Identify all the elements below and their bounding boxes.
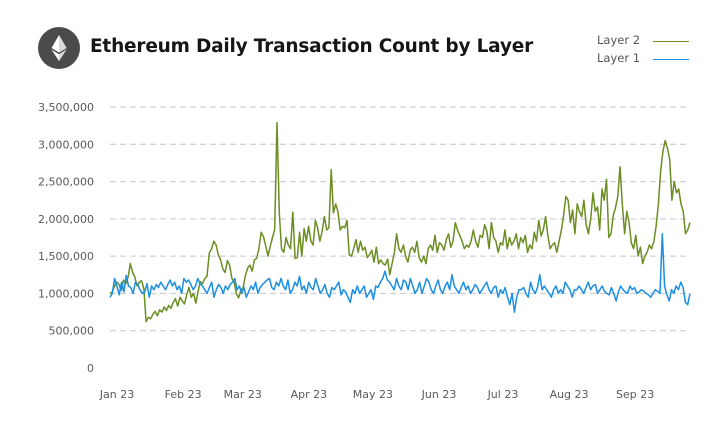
x-tick-label: Mar 23 bbox=[224, 388, 262, 401]
series-line-layer-2 bbox=[109, 121, 691, 323]
y-tick-label: 3,000,000 bbox=[38, 138, 94, 151]
x-tick-label: Jan 23 bbox=[99, 388, 134, 401]
legend-label-layer-2: Layer 2 bbox=[597, 33, 641, 47]
x-tick-label: Jun 23 bbox=[421, 388, 457, 401]
y-tick-label: 500,000 bbox=[49, 325, 95, 338]
legend-label-layer-1: Layer 1 bbox=[597, 51, 641, 65]
x-tick-label: Aug 23 bbox=[550, 388, 589, 401]
x-tick-label: Apr 23 bbox=[291, 388, 328, 401]
y-tick-label: 1,500,000 bbox=[38, 250, 94, 263]
y-tick-label: 1,000,000 bbox=[38, 287, 94, 300]
series-line-layer-1 bbox=[109, 233, 691, 313]
y-tick-label: 3,500,000 bbox=[38, 101, 94, 114]
x-tick-label: Sep 23 bbox=[616, 388, 654, 401]
y-tick-label: 0 bbox=[87, 362, 94, 375]
legend-item-layer-1: Layer 1 bbox=[597, 51, 697, 69]
legend-item-layer-2: Layer 2 bbox=[597, 33, 697, 51]
x-tick-label: Feb 23 bbox=[165, 388, 202, 401]
chart-legend: Layer 2 Layer 1 bbox=[597, 33, 697, 69]
legend-swatch-layer-2 bbox=[653, 41, 689, 42]
y-tick-label: 2,500,000 bbox=[38, 176, 94, 189]
x-tick-label: Jul 23 bbox=[487, 388, 519, 401]
ethereum-icon bbox=[51, 35, 67, 61]
legend-swatch-layer-1 bbox=[653, 59, 689, 60]
ethereum-logo bbox=[38, 27, 80, 69]
chart-title: Ethereum Daily Transaction Count by Laye… bbox=[90, 36, 533, 57]
x-tick-label: May 23 bbox=[353, 388, 393, 401]
y-tick-label: 2,000,000 bbox=[38, 213, 94, 226]
